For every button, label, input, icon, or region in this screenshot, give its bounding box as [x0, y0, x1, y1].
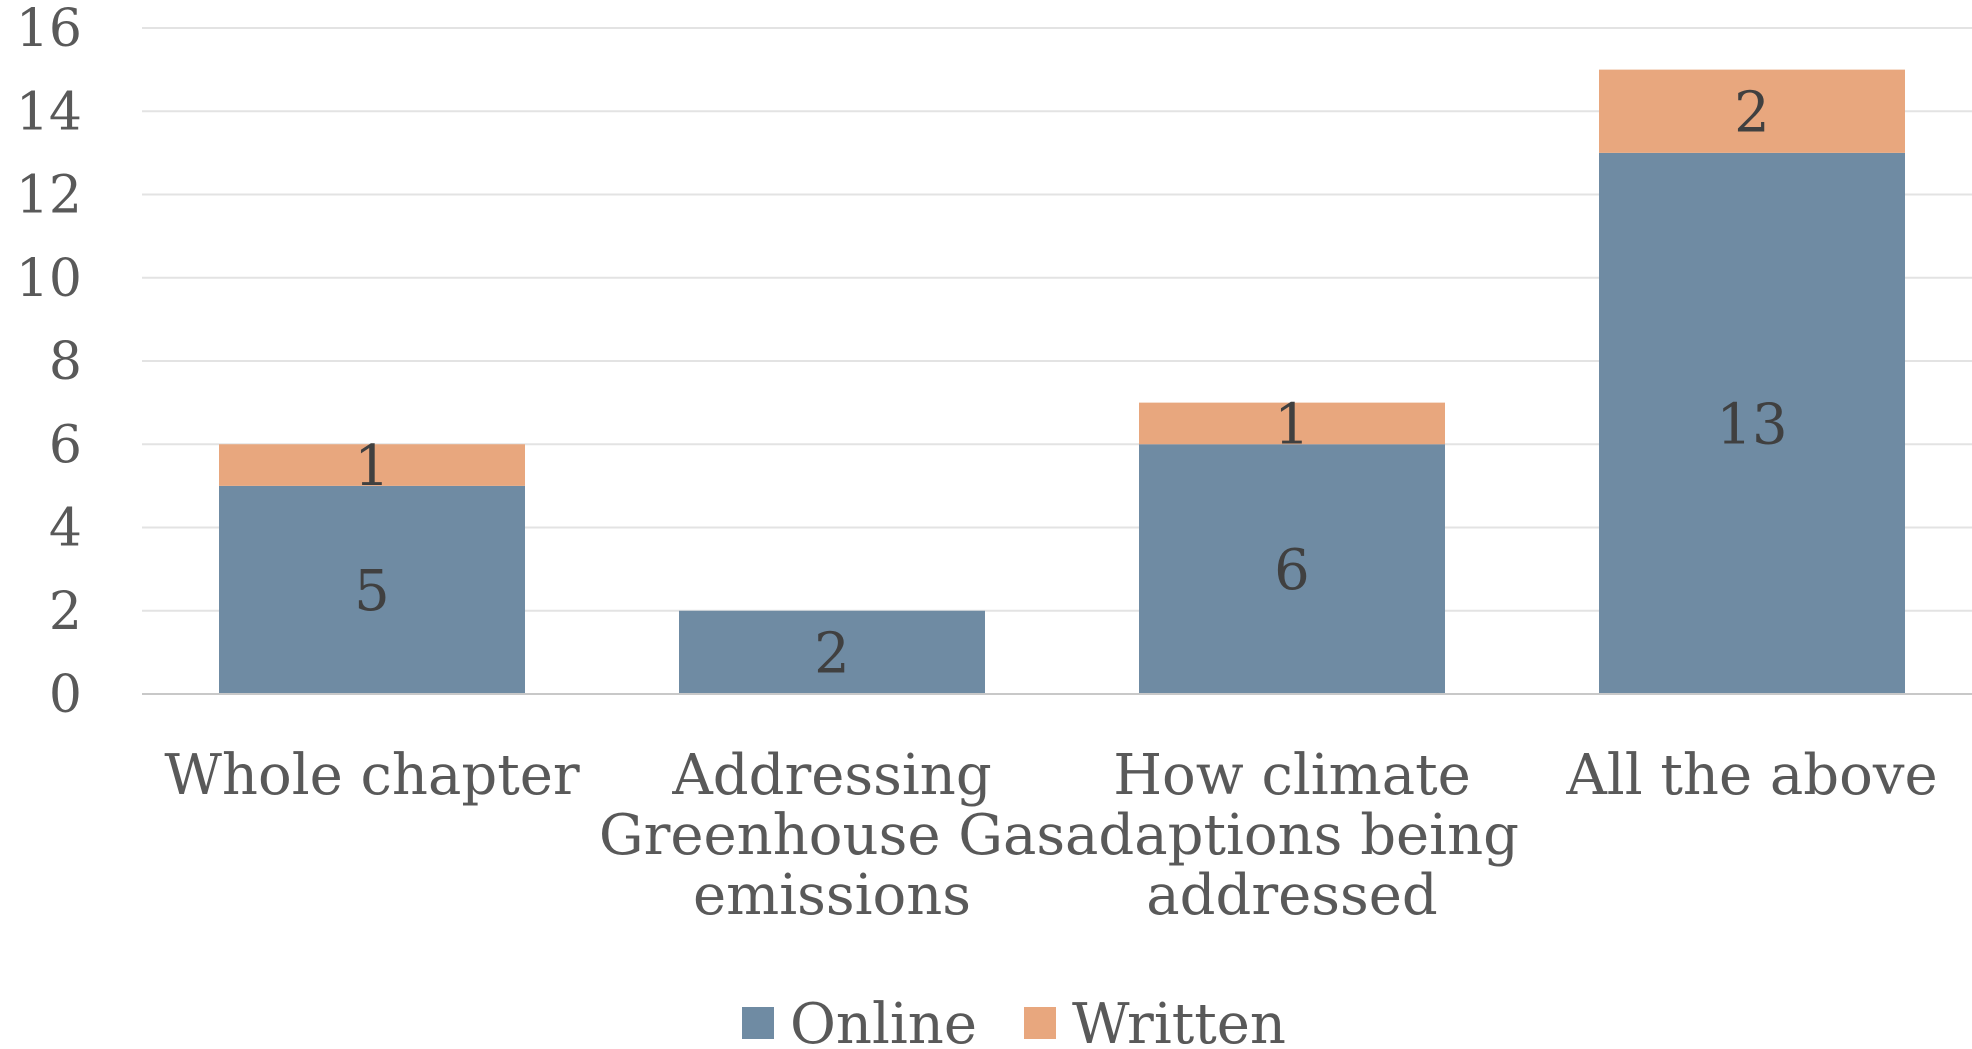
bar-written [219, 444, 525, 486]
y-tick-label: 14 [16, 82, 82, 142]
bar-online [1139, 444, 1445, 694]
y-tick-label: 10 [16, 249, 82, 309]
x-category-label: addressed [1146, 863, 1437, 928]
data-label-written: 1 [354, 434, 390, 499]
data-label-online: 5 [354, 559, 390, 624]
y-tick-label: 4 [49, 499, 82, 559]
y-tick-label: 12 [16, 166, 82, 226]
data-label-written: 2 [1734, 80, 1770, 145]
data-label-written: 1 [1274, 392, 1310, 457]
x-category-label: Addressing [671, 743, 991, 808]
bars [219, 69, 1905, 694]
y-tick-label: 6 [49, 415, 82, 475]
data-label-online: 2 [814, 621, 850, 686]
x-category-label: All the above [1565, 743, 1937, 808]
x-category-label: emissions [693, 863, 971, 928]
legend: Online Written [742, 992, 1286, 1049]
x-category-label: adaptions being [1065, 803, 1519, 868]
bar-online [1599, 152, 1905, 694]
legend-label-written: Written [1072, 992, 1286, 1049]
legend-swatch-written [1024, 1007, 1056, 1039]
x-category-label: How climate [1113, 743, 1471, 808]
bar-written [1139, 402, 1445, 445]
bar-written [1599, 69, 1905, 153]
x-category-label: Whole chapter [164, 743, 580, 808]
x-category-label: Greenhouse Gas [599, 803, 1065, 868]
data-labels: 5 1 2 6 1 13 2 [354, 80, 1787, 686]
y-tick-label: 8 [49, 332, 82, 392]
bar-online [219, 485, 525, 694]
y-tick-label: 0 [49, 665, 82, 725]
y-tick-label: 2 [49, 582, 82, 642]
bar-online [679, 610, 985, 694]
legend-swatch-online [742, 1007, 774, 1039]
data-label-online: 13 [1716, 392, 1787, 457]
legend-label-online: Online [790, 992, 977, 1049]
y-axis-ticks: 0 2 4 6 8 10 12 14 16 [16, 0, 82, 725]
data-label-online: 6 [1274, 538, 1310, 603]
y-tick-label: 16 [16, 0, 82, 59]
